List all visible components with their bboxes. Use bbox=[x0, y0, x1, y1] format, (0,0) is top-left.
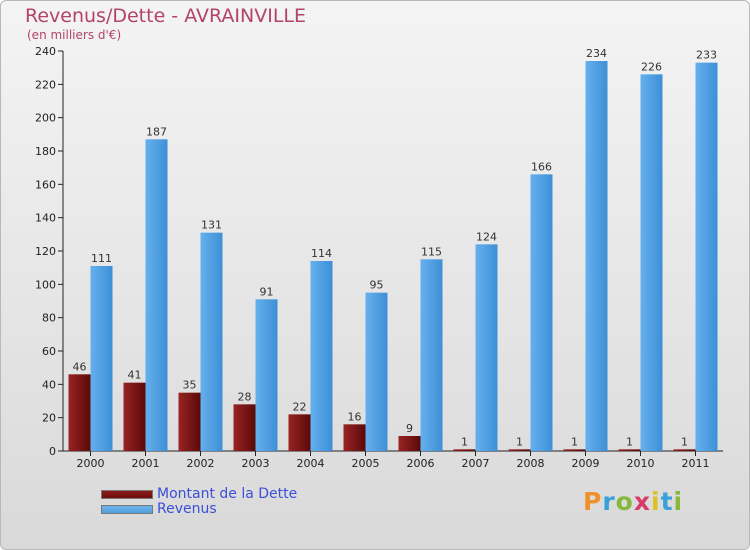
x-tick-label: 2010 bbox=[627, 457, 655, 470]
bar-revenus bbox=[145, 139, 168, 452]
bar-revenus bbox=[255, 299, 278, 451]
logo-letter: t bbox=[660, 487, 674, 516]
bar-dette bbox=[453, 449, 476, 451]
y-tick-label: 200 bbox=[35, 112, 56, 125]
bar-dette bbox=[178, 392, 201, 451]
data-labels: 4611141187351312891221141695911511241166… bbox=[73, 47, 718, 448]
data-label-revenus: 111 bbox=[91, 252, 112, 265]
x-tick-label: 2011 bbox=[682, 457, 710, 470]
data-label-dette: 9 bbox=[406, 422, 413, 435]
bar-revenus bbox=[310, 261, 333, 451]
bar-revenus bbox=[695, 62, 718, 452]
bar-dette bbox=[233, 404, 256, 451]
data-label-dette: 1 bbox=[681, 435, 688, 448]
bar-dette bbox=[343, 424, 366, 451]
x-tick-label: 2001 bbox=[132, 457, 160, 470]
x-tick-label: 2002 bbox=[187, 457, 215, 470]
data-label-dette: 1 bbox=[461, 435, 468, 448]
chart-subtitle: (en milliers d'€) bbox=[27, 28, 122, 42]
x-tick-label: 2008 bbox=[517, 457, 545, 470]
legend-label-revenus: Revenus bbox=[157, 501, 217, 517]
logo-letter: i bbox=[673, 487, 684, 516]
y-tick-label: 160 bbox=[35, 178, 56, 191]
legend-swatch-dette bbox=[101, 490, 153, 499]
bar-revenus bbox=[420, 259, 443, 451]
data-label-revenus: 131 bbox=[201, 219, 222, 232]
bar-dette bbox=[123, 382, 146, 451]
data-label-dette: 1 bbox=[516, 435, 523, 448]
bar-dette bbox=[563, 449, 586, 451]
bar-revenus bbox=[585, 61, 608, 451]
bars bbox=[68, 61, 718, 452]
bar-revenus bbox=[200, 232, 223, 451]
bar-dette bbox=[288, 414, 311, 451]
x-tick-label: 2007 bbox=[462, 457, 490, 470]
data-label-revenus: 166 bbox=[531, 160, 552, 173]
data-label-dette: 28 bbox=[238, 390, 252, 403]
y-tick-label: 100 bbox=[35, 278, 56, 291]
x-tick-label: 2009 bbox=[572, 457, 600, 470]
x-tick-label: 2003 bbox=[242, 457, 270, 470]
bar-dette bbox=[618, 449, 641, 451]
bar-revenus bbox=[640, 74, 663, 451]
bar-revenus bbox=[475, 244, 498, 451]
data-label-dette: 1 bbox=[626, 435, 633, 448]
data-label-dette: 1 bbox=[571, 435, 578, 448]
data-label-revenus: 91 bbox=[260, 285, 274, 298]
logo-letter: r bbox=[602, 487, 616, 516]
proxiti-logo[interactable]: Proxiti bbox=[583, 487, 683, 516]
data-label-revenus: 115 bbox=[421, 245, 442, 258]
y-tick-label: 80 bbox=[42, 312, 56, 325]
logo-letter: x bbox=[633, 487, 651, 516]
data-label-dette: 16 bbox=[348, 410, 362, 423]
data-label-dette: 41 bbox=[128, 369, 142, 382]
logo-letter: P bbox=[583, 487, 603, 516]
bar-dette bbox=[68, 374, 91, 451]
bar-dette bbox=[398, 436, 421, 451]
y-tick-label: 0 bbox=[49, 445, 56, 458]
bar-revenus bbox=[530, 174, 553, 452]
data-label-revenus: 95 bbox=[370, 279, 384, 292]
bar-dette bbox=[673, 449, 696, 451]
x-axis: 2000 2001 2002 2003 2004 2005 2006 2007 2008 2009… bbox=[63, 450, 723, 470]
chart-title: Revenus/Dette - AVRAINVILLE bbox=[25, 5, 307, 27]
logo-letter: o bbox=[615, 487, 634, 516]
bar-dette bbox=[508, 449, 531, 451]
data-label-revenus: 187 bbox=[146, 125, 167, 138]
y-tick-label: 140 bbox=[35, 212, 56, 225]
logo-letter: i bbox=[651, 487, 661, 516]
y-tick-label: 60 bbox=[42, 345, 56, 358]
y-tick-label: 120 bbox=[35, 245, 56, 258]
bar-revenus bbox=[365, 292, 388, 451]
y-tick-label: 240 bbox=[35, 45, 56, 58]
x-tick-label: 2005 bbox=[352, 457, 380, 470]
legend-swatch-revenus bbox=[101, 505, 153, 514]
y-tick-label: 180 bbox=[35, 145, 56, 158]
y-tick-label: 20 bbox=[42, 412, 56, 425]
data-label-revenus: 234 bbox=[586, 47, 607, 60]
data-label-revenus: 124 bbox=[476, 230, 497, 243]
bar-revenus bbox=[90, 266, 113, 451]
y-tick-label: 40 bbox=[42, 378, 56, 391]
y-tick-label: 220 bbox=[35, 78, 56, 91]
y-axis: 0 20 40 60 80 100 120 140 160 180 200 220 240 bbox=[35, 45, 64, 458]
x-tick-label: 2000 bbox=[77, 457, 105, 470]
data-label-dette: 22 bbox=[293, 400, 307, 413]
data-label-revenus: 226 bbox=[641, 60, 662, 73]
legend-label-dette: Montant de la Dette bbox=[157, 486, 298, 502]
data-label-revenus: 233 bbox=[696, 49, 717, 62]
x-tick-label: 2004 bbox=[297, 457, 325, 470]
data-label-dette: 46 bbox=[73, 360, 87, 373]
data-label-dette: 35 bbox=[183, 379, 197, 392]
x-tick-label: 2006 bbox=[407, 457, 435, 470]
data-label-revenus: 114 bbox=[311, 247, 332, 260]
